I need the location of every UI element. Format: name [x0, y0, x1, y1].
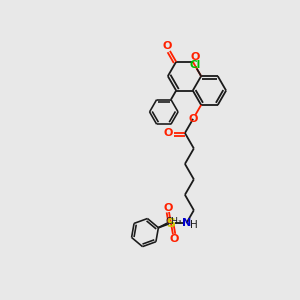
Text: O: O [191, 52, 200, 62]
Text: O: O [163, 41, 172, 51]
Text: H: H [190, 220, 198, 230]
Text: Cl: Cl [189, 60, 200, 70]
Text: S: S [167, 217, 176, 230]
Text: O: O [164, 202, 173, 213]
Text: N: N [182, 218, 191, 228]
Text: O: O [188, 114, 198, 124]
Text: O: O [164, 128, 173, 138]
Text: CH₃: CH₃ [166, 218, 182, 226]
Text: O: O [169, 234, 178, 244]
